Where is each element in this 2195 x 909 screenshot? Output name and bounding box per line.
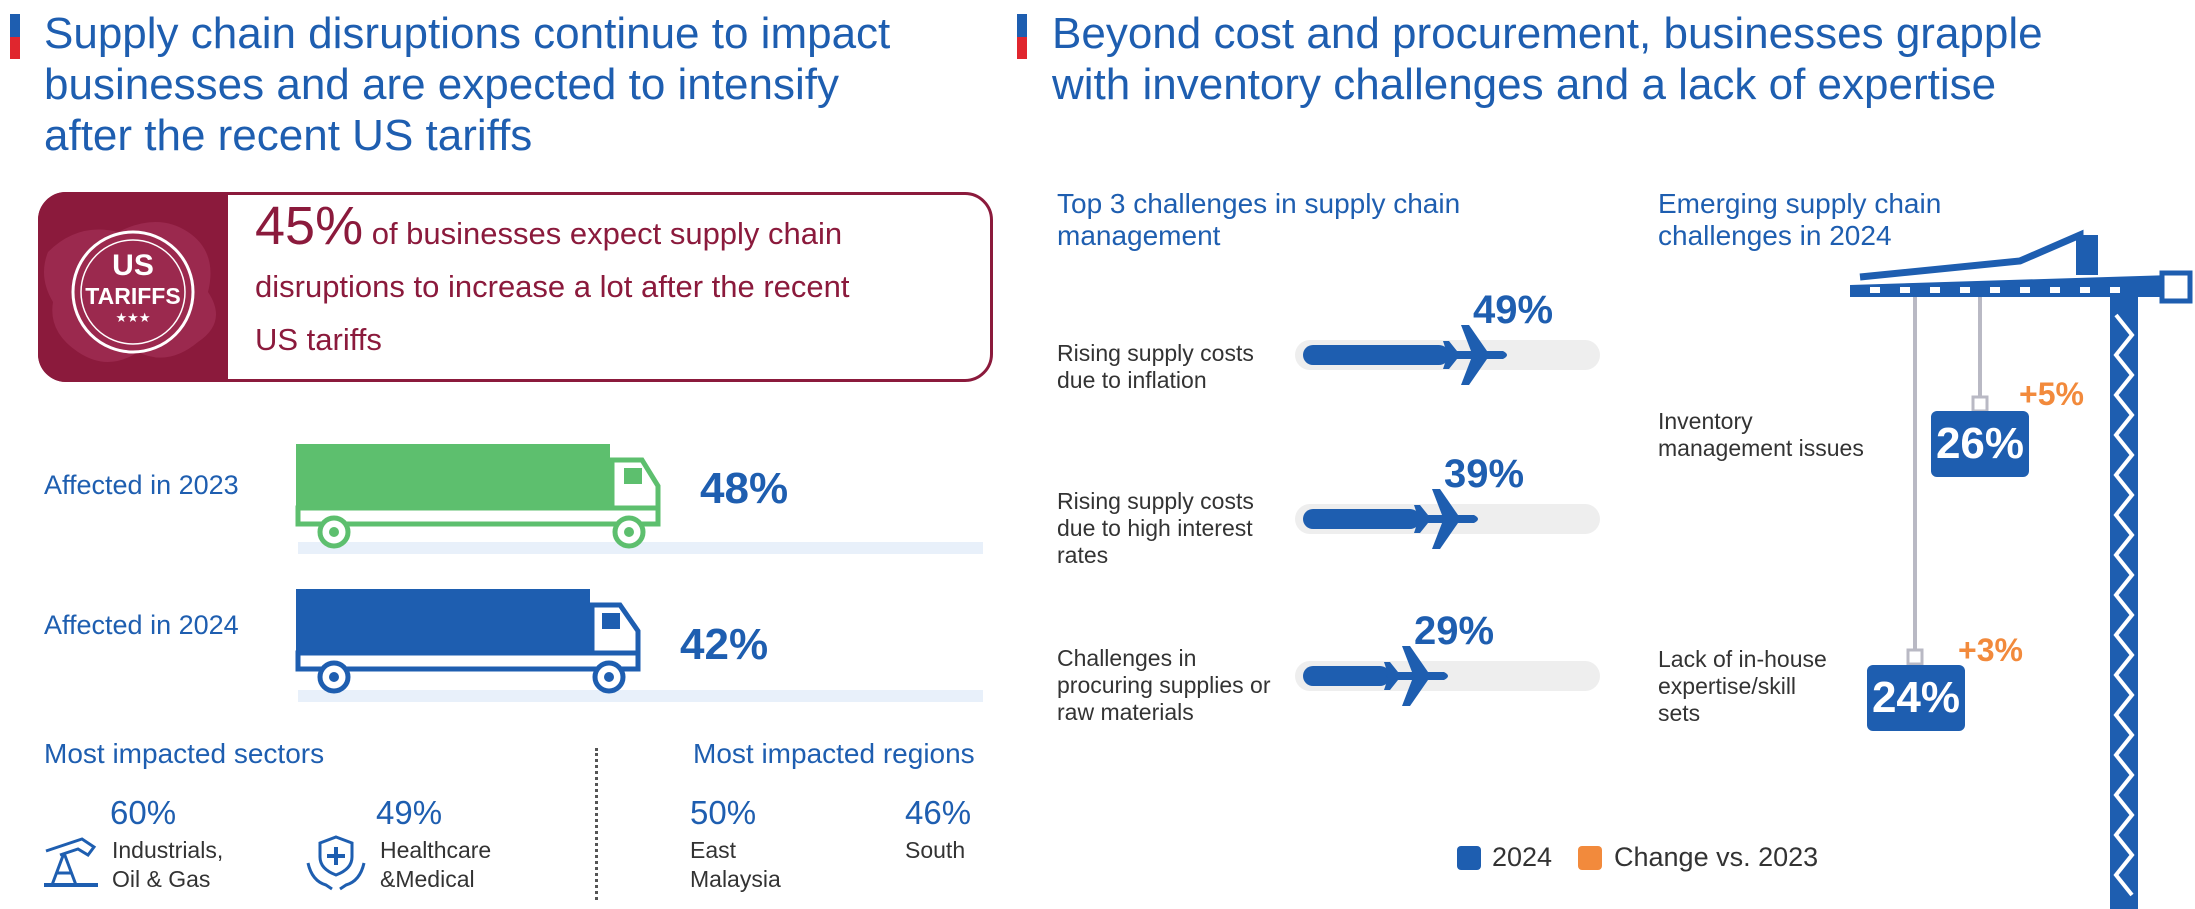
challenge-bar-fill xyxy=(1303,666,1390,686)
crane-illustration xyxy=(1850,229,2193,909)
sectors-title: Most impacted sectors xyxy=(44,738,325,769)
emerging-label-line: expertise/skill xyxy=(1658,673,1797,699)
left-title-line: Supply chain disruptions continue to imp… xyxy=(44,9,891,58)
affected-2023-value: 48% xyxy=(700,464,789,513)
sector-healthcare-value: 49% xyxy=(376,794,443,831)
oil-pump-icon xyxy=(44,837,98,887)
us-tariffs-badge-image: US TARIFFS ★★★ xyxy=(38,192,228,382)
affected-2024-track xyxy=(298,690,983,702)
left-title-line: businesses and are expected to intensify xyxy=(44,60,839,109)
challenges-title-line: Top 3 challenges in supply chain xyxy=(1057,188,1461,219)
medical-hands-icon xyxy=(306,835,366,891)
emerging-title-line: challenges in 2024 xyxy=(1658,220,1892,251)
callout-line-2: disruptions to increase a lot after the … xyxy=(255,269,850,304)
challenge-value: 29% xyxy=(1414,609,1495,653)
challenge-label: Challenges in procuring supplies or raw ma… xyxy=(1057,645,1271,726)
callout-line-1: 45% of businesses expect supply chain xyxy=(255,199,975,260)
challenge-label-line: Rising supply costs xyxy=(1057,340,1254,366)
emerging-expertise-label: Lack of in-house expertise/skill sets xyxy=(1658,646,1827,727)
right-title-line: Beyond cost and procurement, businesses … xyxy=(1052,9,2043,58)
right-title-line: with inventory challenges and a lack of … xyxy=(1052,60,1997,109)
left-title-line: after the recent US tariffs xyxy=(44,111,533,160)
sector-label-line: &Medical xyxy=(380,866,475,892)
airplane-icon xyxy=(1443,325,1507,385)
left-title: Supply chain disruptions continue to imp… xyxy=(44,8,994,161)
region-label-line: Malaysia xyxy=(690,866,781,892)
callout-text-part: of businesses expect supply chain xyxy=(363,216,843,251)
challenge-value: 39% xyxy=(1444,452,1525,496)
emerging-expertise-change: +3% xyxy=(1958,632,2023,668)
challenge-bar-fill xyxy=(1303,509,1420,529)
badge-stars: ★★★ xyxy=(115,310,151,325)
sector-industrials-value: 60% xyxy=(110,794,177,831)
affected-2023-label: Affected in 2023 xyxy=(44,470,239,501)
region-east-malaysia-label: East Malaysia xyxy=(690,836,781,894)
airplane-icon xyxy=(1384,646,1448,706)
challenge-label-line: Challenges in xyxy=(1057,645,1197,671)
challenge-label: Rising supply costs due to inflation xyxy=(1057,340,1254,394)
region-east-malaysia-value: 50% xyxy=(690,794,757,831)
badge-line-tariffs: TARIFFS xyxy=(85,283,181,309)
challenge-label-line: due to high interest xyxy=(1057,515,1253,541)
badge-line-us: US xyxy=(112,249,154,282)
challenge-label-line: due to inflation xyxy=(1057,367,1207,393)
region-label-line: South xyxy=(905,837,966,863)
sector-healthcare-label: Healthcare &Medical xyxy=(380,836,491,894)
regions-title: Most impacted regions xyxy=(693,738,975,769)
affected-2023-track xyxy=(298,542,983,554)
affected-label-text: Affected in 2024 xyxy=(44,610,239,640)
sector-label-line: Healthcare xyxy=(380,837,492,863)
truck-2024-icon xyxy=(295,589,641,694)
airplane-icon xyxy=(1414,489,1478,549)
legend-change-label: Change vs. 2023 xyxy=(1614,842,1819,872)
emerging-label-line: Lack of in-house xyxy=(1658,646,1827,672)
callout-text: 45% of businesses expect supply chain di… xyxy=(255,199,975,366)
challenge-label: Rising supply costs due to high interest r… xyxy=(1057,488,1254,569)
affected-2024-label: Affected in 2024 xyxy=(44,610,239,641)
legend-2024-swatch xyxy=(1457,846,1481,870)
title-flag-marker xyxy=(10,14,20,59)
sector-label-line: Industrials, xyxy=(112,837,224,863)
challenge-bar-fill xyxy=(1303,345,1449,365)
sector-label-line: Oil & Gas xyxy=(112,866,211,892)
emerging-inventory-label: Inventory management issues xyxy=(1658,408,1864,462)
emerging-title: Emerging supply chain challenges in 2024 xyxy=(1658,188,1941,252)
callout-line-3: US tariffs xyxy=(255,322,382,357)
challenge-label-line: Rising supply costs xyxy=(1057,488,1254,514)
title-flag-marker xyxy=(1017,14,1027,59)
challenges-title: Top 3 challenges in supply chain managem… xyxy=(1057,188,1460,252)
emerging-inventory-value: 26% xyxy=(1931,411,2029,477)
legend-2024-label: 2024 xyxy=(1492,842,1553,872)
challenge-label-line: rates xyxy=(1057,542,1109,568)
map-silhouette-icon xyxy=(44,222,216,362)
emerging-label-line: sets xyxy=(1658,700,1701,726)
challenge-value: 49% xyxy=(1473,288,1554,332)
emerging-expertise-value: 24% xyxy=(1867,665,1965,731)
affected-label-text: Affected in 2023 xyxy=(44,470,239,500)
emerging-label-line: management issues xyxy=(1658,435,1864,461)
emerging-title-line: Emerging supply chain xyxy=(1658,188,1942,219)
challenge-label-line: procuring supplies or xyxy=(1057,672,1271,698)
region-south-label: South xyxy=(905,836,965,865)
sector-industrials-label: Industrials, Oil & Gas xyxy=(112,836,223,894)
sectors-regions-divider xyxy=(595,748,598,900)
legend-change-swatch xyxy=(1578,846,1602,870)
right-title: Beyond cost and procurement, businesses … xyxy=(1052,8,2182,110)
region-label-line: East xyxy=(690,837,737,863)
badge-text: US TARIFFS ★★★ xyxy=(73,250,193,326)
challenges-title-line: management xyxy=(1057,220,1221,251)
challenge-label-line: raw materials xyxy=(1057,699,1194,725)
region-south-value: 46% xyxy=(905,794,972,831)
callout-percent: 45% xyxy=(255,196,364,256)
emerging-label-line: Inventory xyxy=(1658,408,1753,434)
truck-2023-icon xyxy=(295,444,661,549)
affected-2024-value: 42% xyxy=(680,620,769,669)
emerging-inventory-change: +5% xyxy=(2019,376,2084,412)
